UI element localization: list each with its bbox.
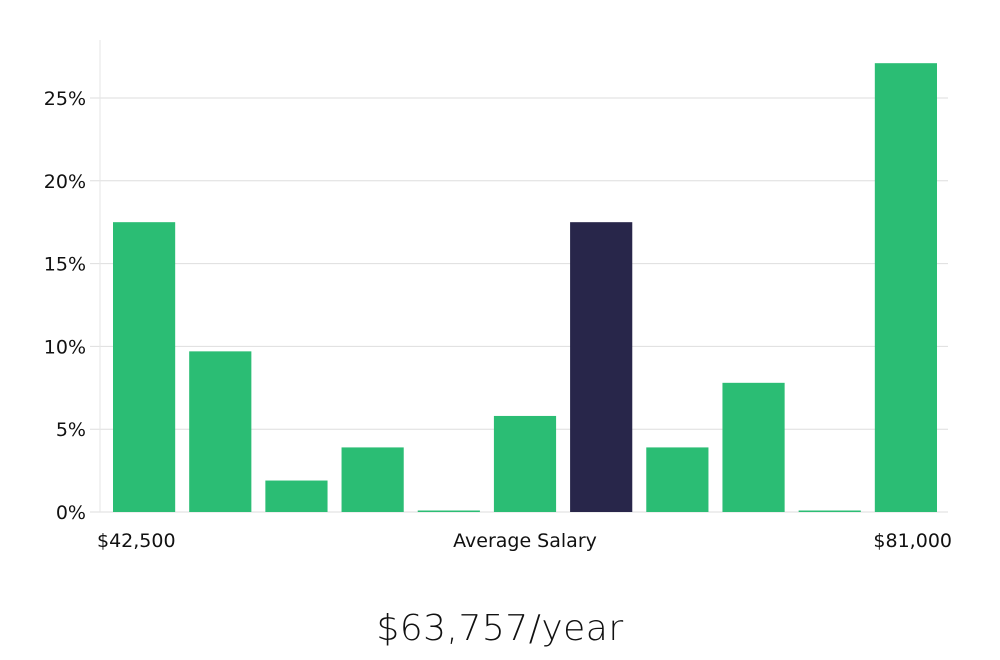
y-tick-labels: 0% 5% 10% 15% 20% 25%	[44, 88, 86, 524]
y-tick-label: 15%	[44, 254, 86, 276]
x-max-label: $81,000	[873, 530, 952, 552]
y-tick-label: 5%	[56, 419, 86, 441]
x-min-label: $42,500	[97, 530, 176, 552]
salary-distribution-chart: 0% 5% 10% 15% 20% 25% $42,500 Average Salary …	[44, 40, 952, 552]
bar	[874, 63, 937, 512]
bar	[265, 480, 328, 512]
y-tick-label: 25%	[44, 88, 86, 110]
bar	[493, 415, 557, 512]
bar	[113, 222, 176, 512]
y-tick-label: 10%	[44, 336, 86, 358]
x-axis-title: Average Salary	[453, 530, 597, 552]
bar	[798, 510, 861, 512]
y-tick-label: 20%	[44, 171, 86, 193]
bar	[341, 447, 404, 512]
bar-highlight	[570, 222, 633, 512]
bars	[113, 63, 937, 512]
bar	[722, 382, 785, 512]
bar	[646, 447, 709, 512]
bar	[417, 510, 480, 512]
chart-svg: 0%5%10%15%20%25% $42,500 Average Salary …	[44, 40, 952, 552]
average-salary-value: $63,757/year	[376, 608, 624, 649]
bar	[189, 351, 252, 512]
y-tick-label: 0%	[56, 502, 86, 524]
